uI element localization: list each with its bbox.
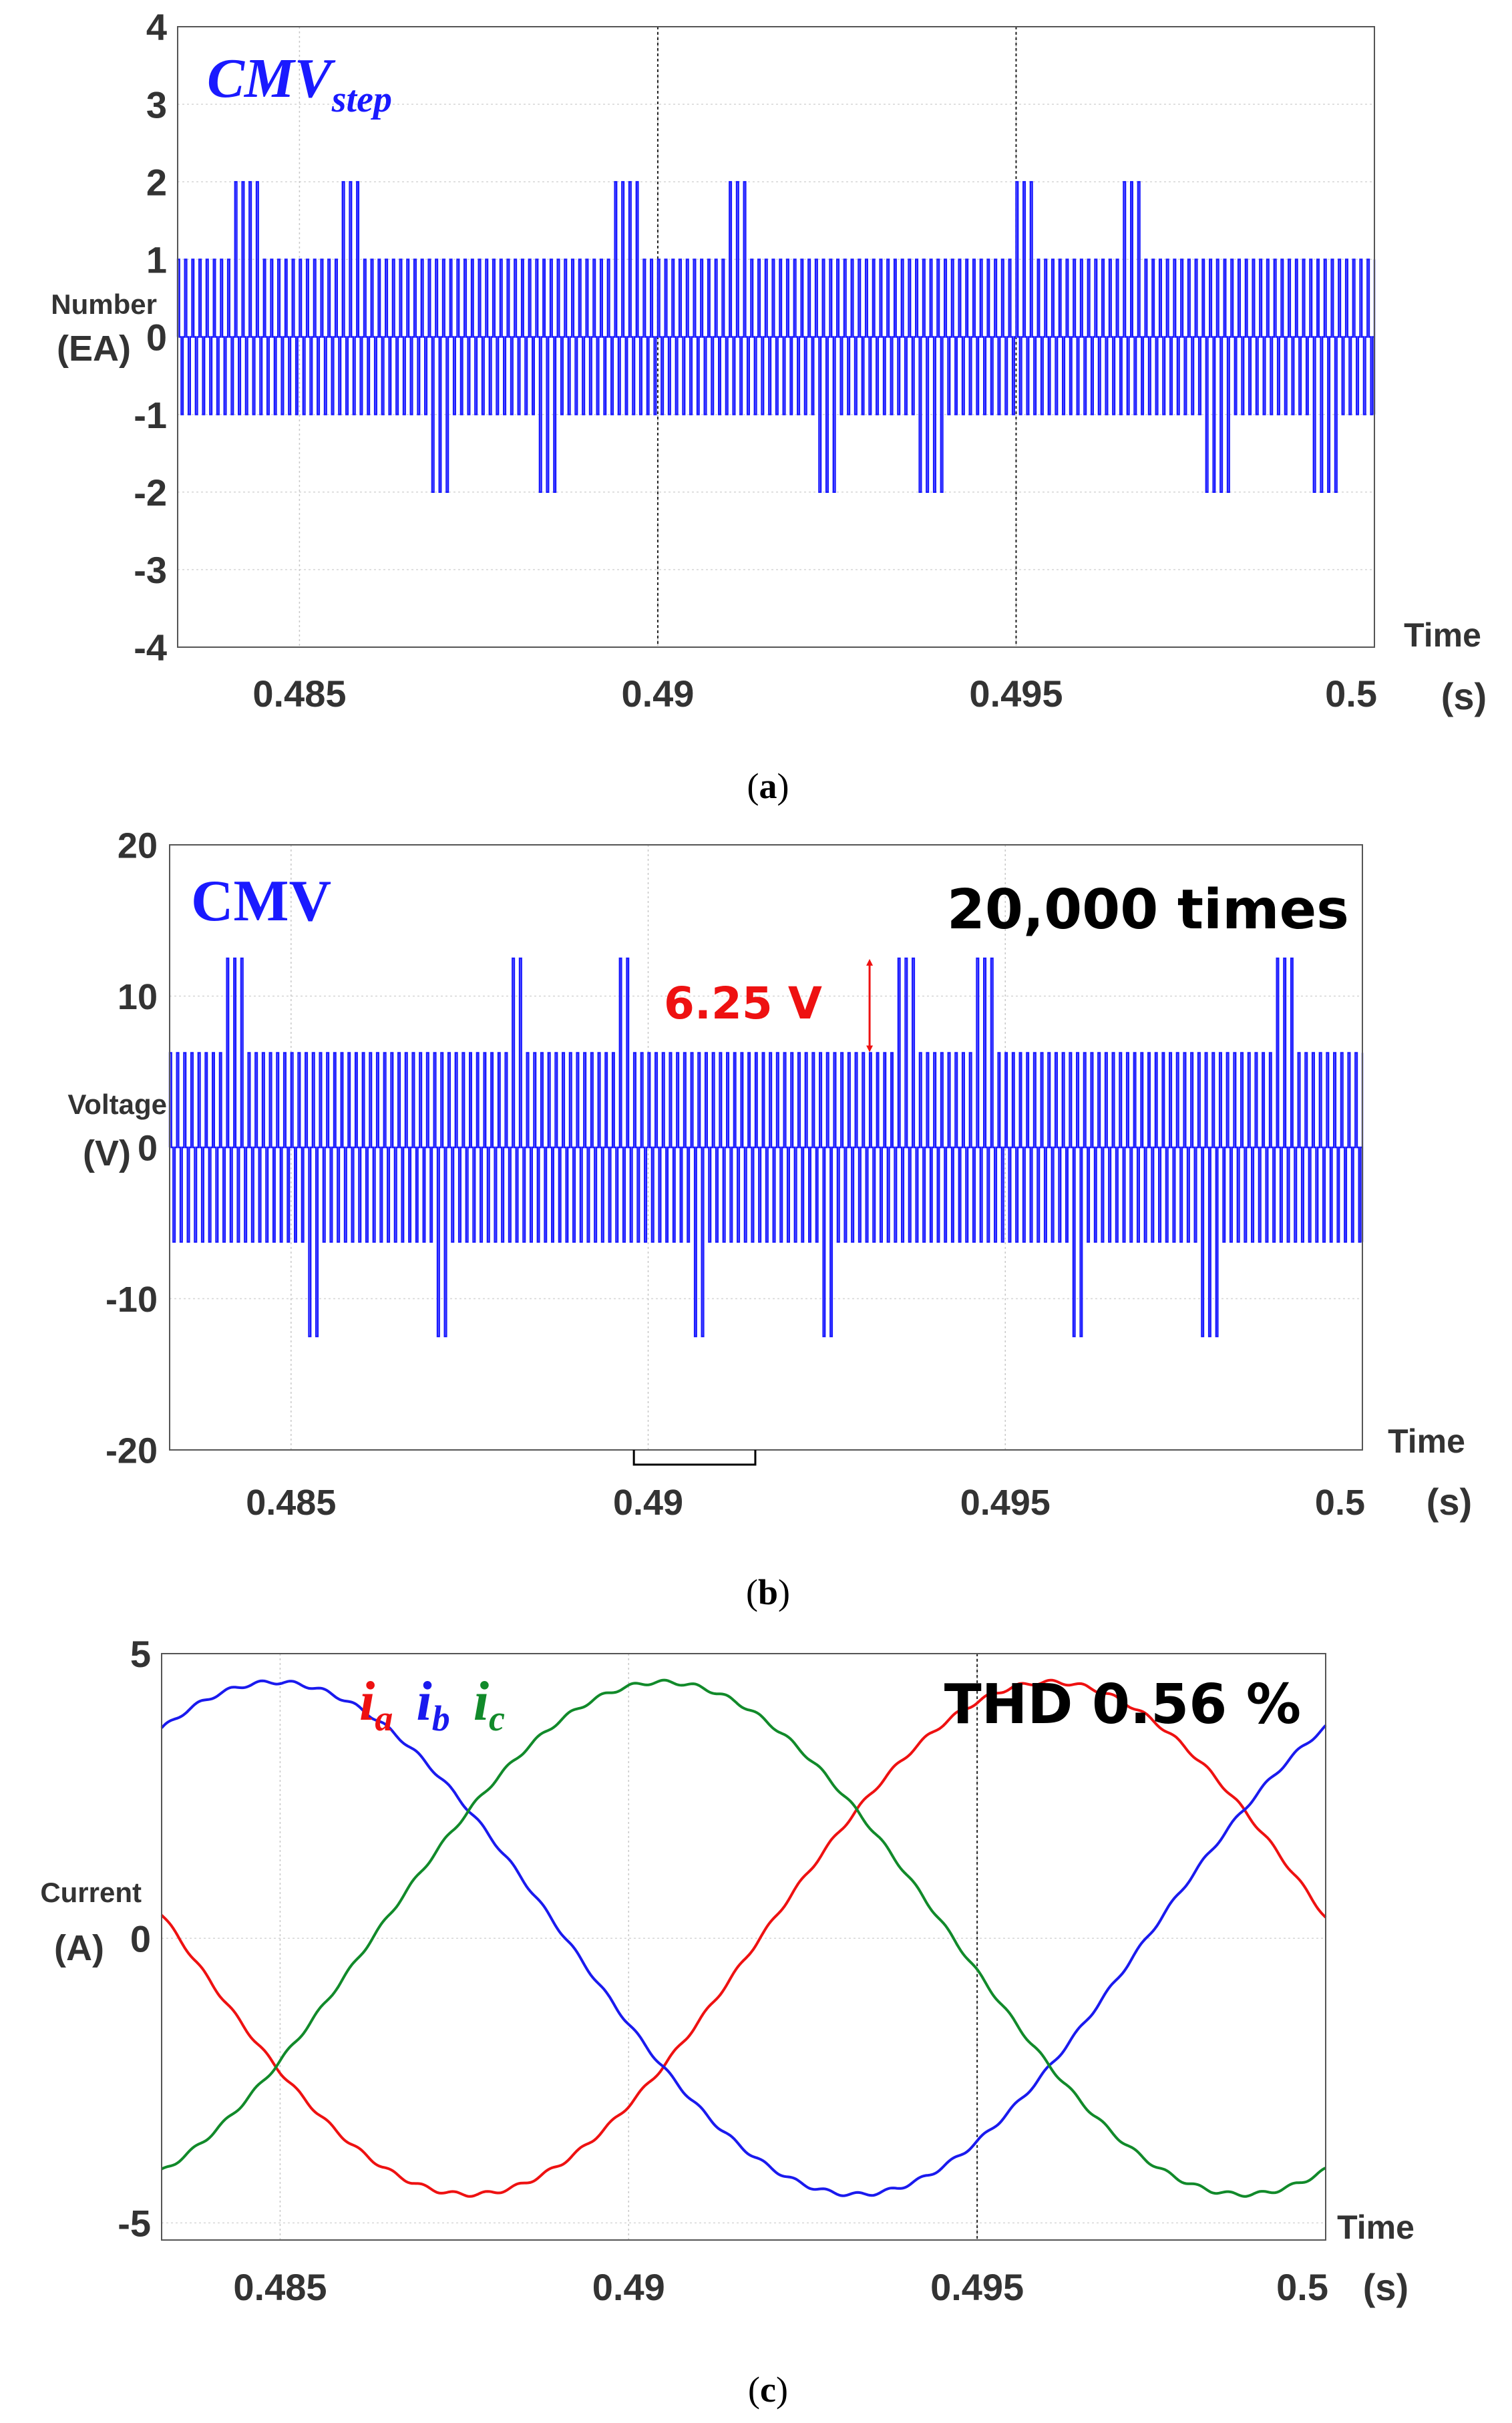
x-tick-label-c-0: 0.485 (233, 2266, 327, 2308)
y-tick-label-a-2: -2 (134, 472, 167, 514)
y-tick-label-a-0: -4 (134, 626, 167, 669)
x-ticks-b: 0.485 0.49 0.495 0.5 (246, 1483, 1365, 1523)
series-a (176, 181, 1376, 493)
y-tick-label-a-3: -1 (134, 394, 167, 436)
caption-letter-c: c (760, 2370, 776, 2410)
x-ticks-a: 0.485 0.49 0.495 0.5 (252, 673, 1377, 715)
axes-frame-c (161, 1653, 1326, 2241)
chart-title-a: CMVstep (207, 47, 392, 120)
x-tick-label-c-3: 0.5 (1276, 2266, 1328, 2308)
x-tick-label-a-1: 0.49 (621, 673, 694, 715)
x-tick-label-a-0: 0.485 (252, 673, 346, 715)
series-line-b-cmv (168, 957, 1364, 1338)
panel-c: -505 0.485 0.49 0.495 0.5 ia ib ic THD 0.56… (40, 1633, 1414, 2410)
series-line-i-b (160, 1679, 1327, 2197)
y-label-line1-b: Voltage (67, 1089, 167, 1120)
axes-frame-b (169, 844, 1363, 1451)
caption-letter-a: a (759, 766, 777, 806)
title-sub-a: step (331, 79, 392, 120)
y-ticks-c: -5 0 5 (118, 1633, 151, 2244)
y-tick-label-a-4: 0 (146, 317, 167, 359)
x-tick-label-b-3: 0.5 (1315, 1483, 1365, 1523)
annotation-thd-c: THD 0.56 % (944, 1673, 1301, 1736)
y-label-line1-a: Number (51, 289, 157, 320)
legend-ic: ic (474, 1670, 505, 1738)
x-unit-b: (s) (1427, 1481, 1472, 1523)
legend-ia-sub: a (375, 1698, 393, 1738)
legend-ic-letter: i (474, 1670, 489, 1732)
y-ticks-a: -4 -3 -2 -1 0 1 2 3 4 (134, 6, 167, 669)
caption-letter-b: b (758, 1572, 778, 1612)
y-tick-label-b-4: 20 (118, 825, 158, 866)
x-label-c: Time (1337, 2209, 1414, 2246)
y-tick-label-a-7: 3 (146, 83, 167, 126)
legend-ib-sub: b (432, 1698, 450, 1738)
series-line-i-a (160, 1678, 1327, 2198)
y-tick-label-c-2: 5 (130, 1633, 151, 1675)
legend-ib-letter: i (416, 1670, 431, 1732)
x-tick-label-c-2: 0.495 (930, 2266, 1024, 2308)
plot-area-c (162, 1654, 1326, 2240)
panel-caption-c: (c) (748, 2370, 788, 2410)
x-tick-label-b-2: 0.495 (960, 1483, 1051, 1523)
x-label-a: Time (1404, 616, 1481, 654)
y-tick-label-b-0: -20 (106, 1431, 158, 1471)
y-label-line2-a: (EA) (57, 329, 131, 369)
annotation-step-b: 6.25 V (664, 978, 822, 1029)
x-tick-label-a-2: 0.495 (969, 673, 1063, 715)
y-tick-label-c-1: 0 (130, 1917, 151, 1960)
y-tick-label-b-3: 10 (118, 977, 158, 1017)
y-tick-label-a-6: 2 (146, 161, 167, 203)
y-label-line2-b: (V) (83, 1133, 131, 1173)
y-label-line2-c: (A) (54, 1928, 104, 1968)
series-b (168, 957, 1364, 1338)
x-tick-label-b-1: 0.49 (613, 1483, 683, 1523)
series-line-a-cmv-step (176, 181, 1376, 493)
x-ticks-c: 0.485 0.49 0.495 0.5 (233, 2266, 1328, 2308)
y-tick-label-b-2: 0 (138, 1128, 158, 1168)
legend-ib: ib (416, 1670, 449, 1738)
panel-caption-b: (b) (746, 1572, 790, 1612)
legend-ia-letter: i (359, 1670, 375, 1732)
legend-c: ia ib ic (359, 1670, 505, 1743)
y-tick-label-a-5: 1 (146, 239, 167, 281)
x-unit-a: (s) (1441, 675, 1487, 717)
legend-ia: ia (359, 1670, 393, 1738)
y-tick-label-a-1: -3 (134, 549, 167, 591)
chart-title-b: CMV (191, 869, 331, 934)
y-label-line1-c: Current (40, 1877, 142, 1908)
legend-ic-sub: c (489, 1698, 505, 1738)
panel-caption-a: (a) (747, 766, 789, 806)
y-ticks-b: -20 -10 0 10 20 (106, 825, 158, 1471)
x-label-b: Time (1388, 1423, 1465, 1460)
annotation-times-b: 20,000 times (947, 878, 1349, 942)
zoom-bracket-b (632, 1450, 757, 1466)
y-tick-label-b-1: -10 (106, 1280, 158, 1320)
y-tick-label-c-0: -5 (118, 2203, 151, 2245)
panel-b: -20 -10 0 10 20 0.485 0.49 0.495 0.5 CMV 20,000… (67, 825, 1472, 1612)
series-line-i-c (161, 1678, 1326, 2198)
title-main-a: CMV (207, 47, 336, 110)
y-tick-label-a-8: 4 (146, 6, 167, 48)
axes-frame-a (177, 26, 1375, 648)
x-tick-label-a-3: 0.5 (1325, 673, 1377, 715)
series-c (160, 1678, 1327, 2198)
x-unit-c: (s) (1363, 2266, 1408, 2308)
x-tick-label-c-1: 0.49 (592, 2266, 665, 2308)
x-tick-label-b-0: 0.485 (246, 1483, 336, 1523)
